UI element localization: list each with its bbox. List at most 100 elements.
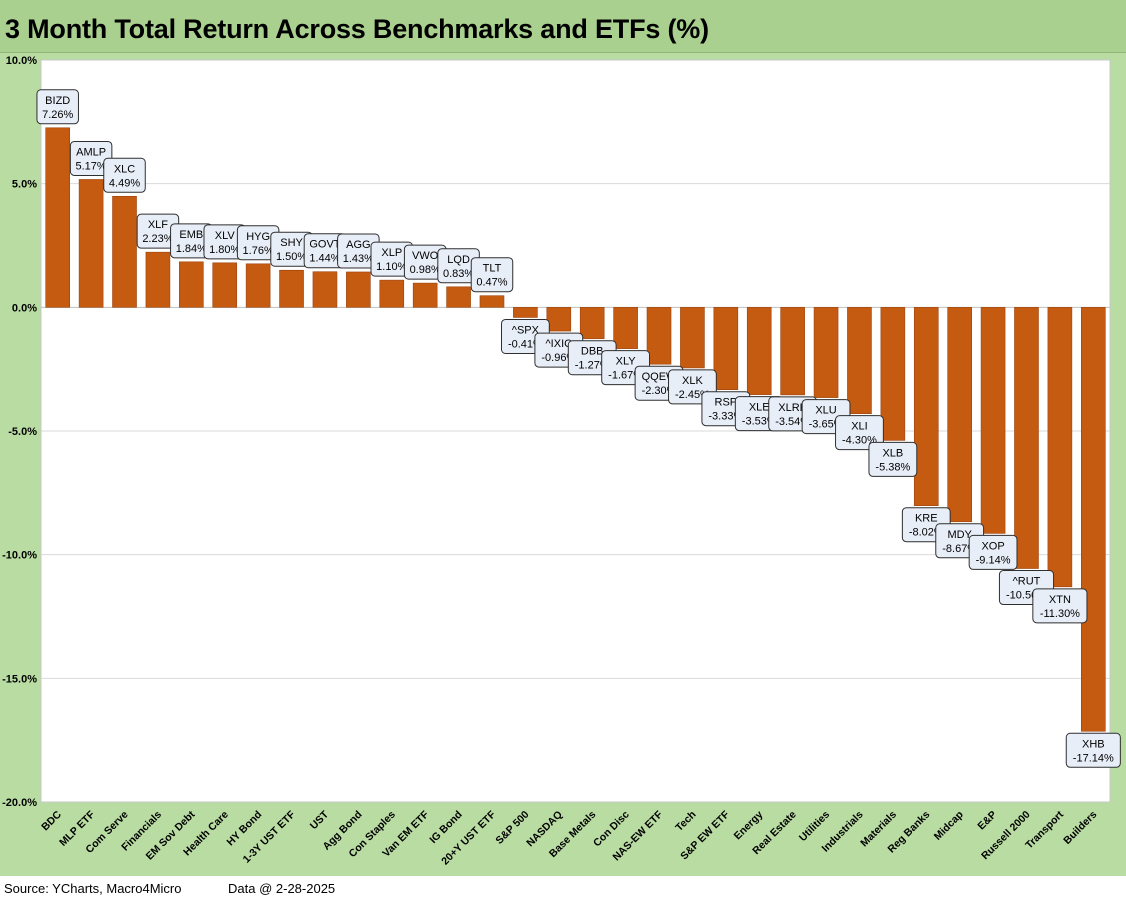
callout-ticker: XLRE (778, 402, 807, 414)
callout-ticker: LQD (447, 254, 470, 266)
callout-ticker: DBB (581, 346, 604, 358)
category-label: E&P (975, 809, 999, 833)
bar-6 (245, 263, 271, 308)
footer: Source: YCharts, Macro4Micro Data @ 2-28… (0, 876, 1126, 906)
callout-value: -3.54% (775, 416, 810, 428)
callout-ticker: AMLP (76, 146, 106, 158)
bar-12 (446, 286, 471, 308)
callout-value: -1.67% (608, 370, 643, 382)
callout-AMLP: AMLP 5.17% (69, 140, 113, 176)
callout-ticker: ^IXIC (546, 338, 573, 350)
callout-value: 0.83% (443, 268, 474, 280)
callout-value: -2.45% (675, 389, 710, 401)
category-label: Builders (1061, 809, 1099, 847)
y-axis-tick-labels: 10.0% 5.0% 0.0% -5.0% -10.0% -15.0% -20.0% (2, 55, 37, 809)
bar-7 (279, 269, 304, 308)
callout-value: -5.38% (875, 461, 910, 473)
callout-value: -9.14% (976, 554, 1011, 566)
callout-XLC: XLC 4.49% (103, 157, 146, 193)
callout-LQD: LQD 0.83% (437, 248, 480, 284)
chart-frame: 3 Month Total Return Across Benchmarks a… (0, 0, 1126, 876)
y-tick-label: 10.0% (6, 55, 37, 67)
y-tick-label: -15.0% (2, 673, 37, 685)
bar-24 (847, 307, 872, 414)
callout-value: -4.30% (842, 435, 877, 447)
callout-value: 5.17% (76, 160, 107, 172)
callout-ticker: XLY (616, 356, 637, 368)
callout-ticker: GOVT (309, 239, 340, 251)
callout-box (470, 257, 514, 293)
callout-XLF: XLF 2.23% (136, 213, 180, 249)
callout-ticker: ^SPX (512, 324, 540, 336)
bar-2 (112, 195, 137, 308)
callout-value: 1.43% (343, 253, 374, 265)
callout-value: -8.67% (942, 543, 977, 555)
callout-value: 0.47% (476, 277, 507, 289)
callout-value: 7.26% (42, 109, 73, 121)
callout-value: -0.41% (508, 338, 543, 350)
callout-value: 1.50% (276, 251, 307, 263)
callout-ticker: ^RUT (1013, 576, 1041, 588)
source-note: Source: YCharts, Macro4Micro (4, 881, 182, 896)
callout-GOVT: GOVT 1.44% (303, 233, 347, 269)
callout-box (968, 534, 1018, 570)
callout-ticker: RSP (715, 397, 738, 409)
callout-value: -3.65% (809, 419, 844, 431)
y-tick-label: 0.0% (12, 302, 37, 314)
bar-26 (913, 307, 939, 506)
y-tick-label: -10.0% (2, 550, 37, 562)
callout-ticker: XOP (981, 540, 1004, 552)
callout-box (36, 89, 79, 125)
callout-EMB: EMB 1.84% (170, 223, 213, 259)
callout-ticker: TLT (483, 263, 502, 275)
bar-1 (78, 179, 104, 308)
page-title: 3 Month Total Return Across Benchmarks a… (5, 14, 709, 44)
callout-value: 1.84% (176, 243, 207, 255)
bar-21 (746, 307, 772, 395)
callout-ticker: HYG (246, 231, 270, 243)
callout-XLV: XLV 1.80% (203, 224, 246, 260)
callout-value: -2.30% (642, 385, 677, 397)
category-label: Tech (673, 809, 698, 834)
callout-BIZD: BIZD 7.26% (36, 89, 79, 125)
callout-ticker: XLC (114, 163, 135, 175)
bar-22 (780, 307, 805, 396)
bar-31 (1080, 307, 1106, 732)
callout-value: -11.30% (1040, 608, 1080, 620)
bar-5 (212, 262, 238, 308)
bar-18 (646, 307, 672, 365)
callout-HYG: HYG 1.76% (236, 225, 280, 261)
callout-value: -17.14% (1073, 752, 1114, 764)
category-label: BDC (39, 808, 64, 833)
callout-value: 4.49% (109, 177, 140, 189)
callout-ticker: XLP (381, 247, 402, 259)
bar-4 (179, 261, 204, 308)
callout-ticker: KRE (915, 513, 938, 525)
callout-value: -3.53% (742, 416, 777, 428)
bar-15 (546, 307, 572, 332)
bar-19 (680, 307, 705, 369)
callout-ticker: XLB (882, 447, 903, 459)
callout-box (835, 415, 884, 451)
callout-VWO: VWO 0.98% (403, 244, 447, 280)
callout-XLB: XLB -5.38% (868, 441, 918, 477)
callout-XLP: XLP 1.10% (370, 241, 414, 277)
y-tick-label: 5.0% (12, 179, 37, 191)
callout-ticker: EMB (179, 229, 203, 241)
bar-23 (813, 307, 839, 398)
callout-value: -1.27% (575, 360, 610, 372)
callout-value: -0.96% (541, 352, 576, 364)
bar-17 (613, 307, 638, 349)
bar-29 (1014, 307, 1039, 569)
callout-box (868, 441, 918, 477)
callout-XTN: XTN -11.30% (1032, 588, 1088, 624)
callout-value: -3.33% (708, 411, 743, 423)
bar-chart: 10.0% 5.0% 0.0% -5.0% -10.0% -15.0% -20.0% BDC… (2, 55, 1121, 868)
callout-ticker: XLU (815, 405, 836, 417)
callout-value: 1.80% (209, 244, 240, 256)
callout-ticker: XLV (215, 230, 236, 242)
category-label: UST (308, 808, 332, 832)
callout-ticker: XHB (1082, 738, 1105, 750)
callout-value: 1.44% (309, 253, 340, 265)
